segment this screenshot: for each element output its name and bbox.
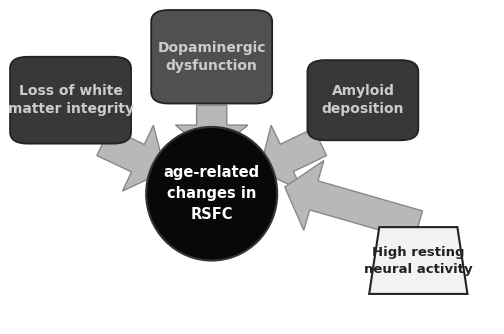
Text: Amyloid
deposition: Amyloid deposition	[322, 84, 404, 117]
Polygon shape	[285, 161, 422, 240]
Polygon shape	[260, 125, 327, 191]
Polygon shape	[175, 105, 248, 155]
Text: High resting
neural activity: High resting neural activity	[364, 245, 473, 276]
FancyBboxPatch shape	[151, 10, 272, 104]
Polygon shape	[369, 227, 467, 294]
Ellipse shape	[146, 127, 277, 261]
Polygon shape	[97, 125, 165, 191]
FancyBboxPatch shape	[10, 57, 131, 144]
Text: age-related
changes in
RSFC: age-related changes in RSFC	[164, 165, 260, 222]
Text: Loss of white
matter integrity: Loss of white matter integrity	[8, 84, 134, 117]
FancyBboxPatch shape	[307, 60, 418, 140]
Text: Dopaminergic
dysfunction: Dopaminergic dysfunction	[157, 40, 266, 73]
